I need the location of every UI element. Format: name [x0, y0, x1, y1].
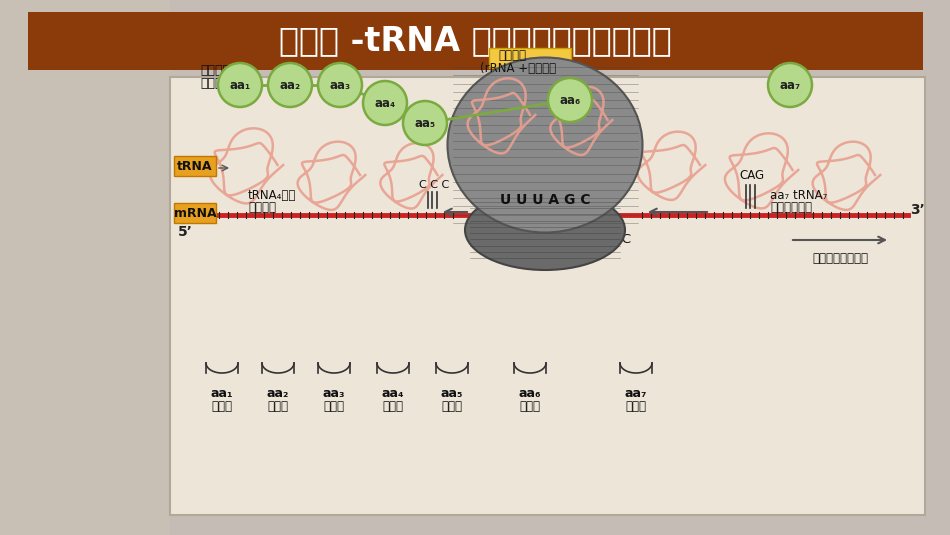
FancyBboxPatch shape [489, 48, 571, 68]
Text: 进入核蛋白体: 进入核蛋白体 [770, 201, 812, 213]
Ellipse shape [465, 190, 625, 270]
Ellipse shape [218, 63, 262, 107]
Text: tRNA: tRNA [178, 159, 213, 172]
FancyBboxPatch shape [28, 12, 923, 70]
Text: (rRNA +蛋白质）: (rRNA +蛋白质） [480, 62, 556, 74]
Text: aa₇: aa₇ [779, 79, 801, 91]
Text: C C C: C C C [419, 180, 449, 190]
Text: aa₂: aa₂ [267, 387, 289, 400]
Text: aa₄: aa₄ [374, 96, 395, 110]
Ellipse shape [768, 63, 812, 107]
Text: aa₇ tRNA₇: aa₇ tRNA₇ [770, 188, 827, 202]
Text: aa₇: aa₇ [625, 387, 647, 400]
Text: G G G A A A U C G G U C: G G G A A A U C G G U C [468, 233, 632, 246]
Text: aa₂: aa₂ [279, 79, 300, 91]
Text: 多肽链: 多肽链 [200, 77, 222, 90]
Text: aa₃: aa₃ [323, 387, 345, 400]
Text: 密码子: 密码子 [625, 400, 647, 413]
Text: 密码子: 密码子 [268, 400, 289, 413]
Ellipse shape [363, 81, 407, 125]
Text: aa₄: aa₄ [382, 387, 405, 400]
Text: 核蛋白体: 核蛋白体 [248, 201, 276, 213]
Ellipse shape [447, 57, 642, 233]
Text: 3’: 3’ [910, 203, 924, 217]
Text: aa₁: aa₁ [230, 79, 251, 91]
Text: 5’: 5’ [178, 225, 193, 239]
Text: aa₆: aa₆ [560, 94, 580, 106]
Text: U U U A G C: U U U A G C [500, 193, 590, 207]
Text: aa₅: aa₅ [414, 117, 435, 129]
Ellipse shape [403, 101, 447, 145]
Text: 核蛋白体移动方向: 核蛋白体移动方向 [812, 252, 868, 265]
FancyBboxPatch shape [170, 77, 925, 515]
FancyBboxPatch shape [174, 203, 216, 223]
FancyBboxPatch shape [174, 156, 216, 176]
Text: 密码子: 密码子 [520, 400, 541, 413]
Text: CAG: CAG [739, 169, 765, 182]
Text: aa₆: aa₆ [519, 387, 542, 400]
Text: aa₃: aa₃ [330, 79, 351, 91]
Text: 密码子: 密码子 [383, 400, 404, 413]
Text: tRNA₄离开: tRNA₄离开 [248, 188, 296, 202]
Text: aa₁: aa₁ [211, 387, 234, 400]
Text: mRNA: mRNA [174, 207, 217, 219]
Text: 核蛋白体: 核蛋白体 [498, 49, 526, 62]
Text: 延伸中的: 延伸中的 [200, 64, 230, 77]
Text: 密码子: 密码子 [212, 400, 233, 413]
Text: aa₅: aa₅ [441, 387, 464, 400]
Ellipse shape [268, 63, 312, 107]
Ellipse shape [548, 78, 592, 122]
FancyBboxPatch shape [0, 0, 170, 535]
Ellipse shape [318, 63, 362, 107]
Text: 氨基酰 -tRNA 是氨基酸的活化形式！: 氨基酰 -tRNA 是氨基酸的活化形式！ [278, 25, 672, 57]
Text: 密码子: 密码子 [442, 400, 463, 413]
Text: 密码子: 密码子 [324, 400, 345, 413]
